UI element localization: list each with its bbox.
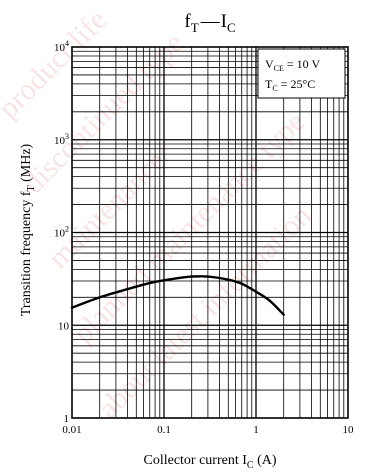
title-main-sub: T: [191, 20, 199, 35]
condition-vce: VCE = 10 V: [265, 57, 320, 73]
series-layer: [70, 275, 285, 316]
title-second: I: [221, 11, 227, 32]
y-tick-label: 10: [58, 320, 70, 332]
x-tick-label: 0.01: [62, 424, 81, 436]
y-axis-label: Transition frequency fT (MHz): [19, 143, 37, 316]
x-tick-label: 1: [253, 424, 259, 436]
chart-title: fT —IC: [184, 11, 235, 35]
tick-labels: 0.01 0.1 1 10 1 10 102 103 104: [54, 39, 354, 436]
grid: [71, 46, 349, 419]
conditions-box: VCE = 10 V TC = 25°C: [257, 48, 346, 99]
y-tick-label: 102: [54, 225, 69, 240]
series-line: [70, 275, 285, 316]
condition-tc: TC = 25°C: [265, 77, 315, 93]
title-second-sub: C: [227, 20, 236, 35]
y-tick-label: 1: [64, 413, 70, 425]
y-tick-label: 103: [54, 132, 69, 147]
x-tick-label: 10: [343, 424, 355, 436]
x-tick-label: 0.1: [157, 424, 171, 436]
title-main: f: [184, 11, 191, 32]
title-dash: —: [200, 11, 221, 32]
y-tick-label: 104: [54, 39, 69, 54]
x-axis-label: Collector current IC (A): [143, 453, 276, 471]
conditions-frame: [257, 48, 346, 99]
